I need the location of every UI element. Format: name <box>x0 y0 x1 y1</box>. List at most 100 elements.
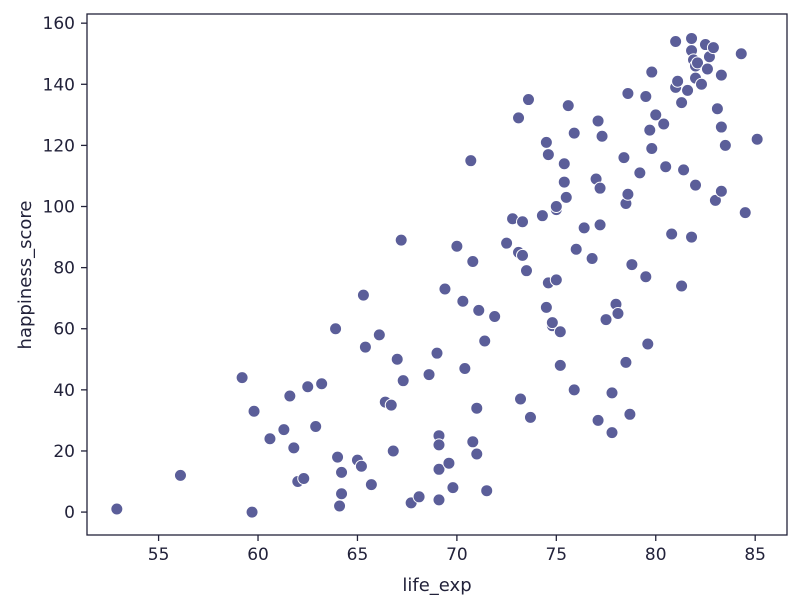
data-point <box>263 432 277 446</box>
data-point <box>593 218 607 232</box>
data-point <box>333 499 347 513</box>
data-point <box>331 450 345 464</box>
data-point <box>641 337 655 351</box>
data-point <box>247 404 261 418</box>
data-point <box>235 371 249 385</box>
data-point <box>539 300 553 314</box>
data-point <box>464 154 478 168</box>
data-point <box>470 447 484 461</box>
data-point <box>625 258 639 272</box>
x-tick-label: 85 <box>744 545 766 565</box>
y-tick-label: 80 <box>53 259 75 279</box>
data-point <box>394 233 408 247</box>
data-point <box>593 181 607 195</box>
data-point <box>500 236 514 250</box>
data-point <box>372 328 386 342</box>
data-point <box>466 255 480 269</box>
data-point <box>297 471 311 485</box>
data-point <box>577 221 591 235</box>
data-point <box>649 108 663 122</box>
x-tick-label: 60 <box>247 545 269 565</box>
x-tick-label: 55 <box>148 545 170 565</box>
data-point <box>681 83 695 97</box>
data-point <box>545 316 559 330</box>
data-point <box>335 487 349 501</box>
data-point <box>569 242 583 256</box>
data-point <box>675 279 689 293</box>
data-point <box>309 420 323 434</box>
data-point <box>557 175 571 189</box>
data-point <box>585 251 599 265</box>
data-point <box>553 325 567 339</box>
data-point <box>432 493 446 507</box>
data-point <box>110 502 124 516</box>
data-point <box>643 123 657 137</box>
data-point <box>718 138 732 152</box>
data-point <box>645 65 659 79</box>
data-point <box>329 322 343 336</box>
y-tick-label: 20 <box>53 442 75 462</box>
data-point <box>430 346 444 360</box>
data-point <box>478 334 492 348</box>
data-point <box>277 423 291 437</box>
data-point <box>549 273 563 287</box>
data-point <box>700 62 714 76</box>
data-point <box>470 401 484 415</box>
data-point <box>390 352 404 366</box>
data-point <box>541 148 555 162</box>
y-tick-label: 60 <box>53 320 75 340</box>
data-point <box>535 209 549 223</box>
data-point <box>685 31 699 45</box>
data-point <box>422 368 436 382</box>
y-tick-label: 140 <box>43 75 75 95</box>
data-point <box>432 462 446 476</box>
data-point <box>287 441 301 455</box>
data-point <box>458 361 472 375</box>
data-point <box>557 157 571 171</box>
x-tick-label: 65 <box>347 545 369 565</box>
data-point <box>456 294 470 308</box>
y-axis-label: happiness_score <box>15 201 36 350</box>
data-point <box>315 377 329 391</box>
data-point <box>561 99 575 113</box>
data-point <box>539 135 553 149</box>
data-point <box>358 340 372 354</box>
data-point <box>364 478 378 492</box>
data-point <box>591 413 605 427</box>
data-point <box>523 410 537 424</box>
y-tick-label: 160 <box>43 14 75 34</box>
axis-ticks: 55 60 65 70 75 80 85 0 20 40 60 80 100 120 140 160 <box>43 14 766 565</box>
data-point <box>384 398 398 412</box>
data-point <box>356 288 370 302</box>
data-point <box>335 465 349 479</box>
data-point <box>611 306 625 320</box>
data-point <box>466 435 480 449</box>
data-point <box>553 358 567 372</box>
plot-frame <box>86 13 788 536</box>
data-point <box>617 151 631 165</box>
data-point <box>599 313 613 327</box>
data-point <box>512 111 526 125</box>
data-point <box>714 68 728 82</box>
data-point <box>675 96 689 110</box>
data-point <box>605 386 619 400</box>
y-tick-label: 100 <box>43 198 75 218</box>
data-point <box>442 456 456 470</box>
data-point <box>519 264 533 278</box>
data-point <box>245 505 259 519</box>
data-point <box>446 481 460 495</box>
data-point <box>669 35 683 49</box>
data-point <box>706 41 720 55</box>
data-point <box>605 426 619 440</box>
data-point <box>657 117 671 131</box>
data-point <box>354 459 368 473</box>
data-point <box>396 374 410 388</box>
data-point <box>472 303 486 317</box>
data-point <box>714 184 728 198</box>
data-point <box>645 141 659 155</box>
data-point <box>621 86 635 100</box>
data-point <box>633 166 647 180</box>
data-point <box>549 200 563 214</box>
data-point <box>438 282 452 296</box>
